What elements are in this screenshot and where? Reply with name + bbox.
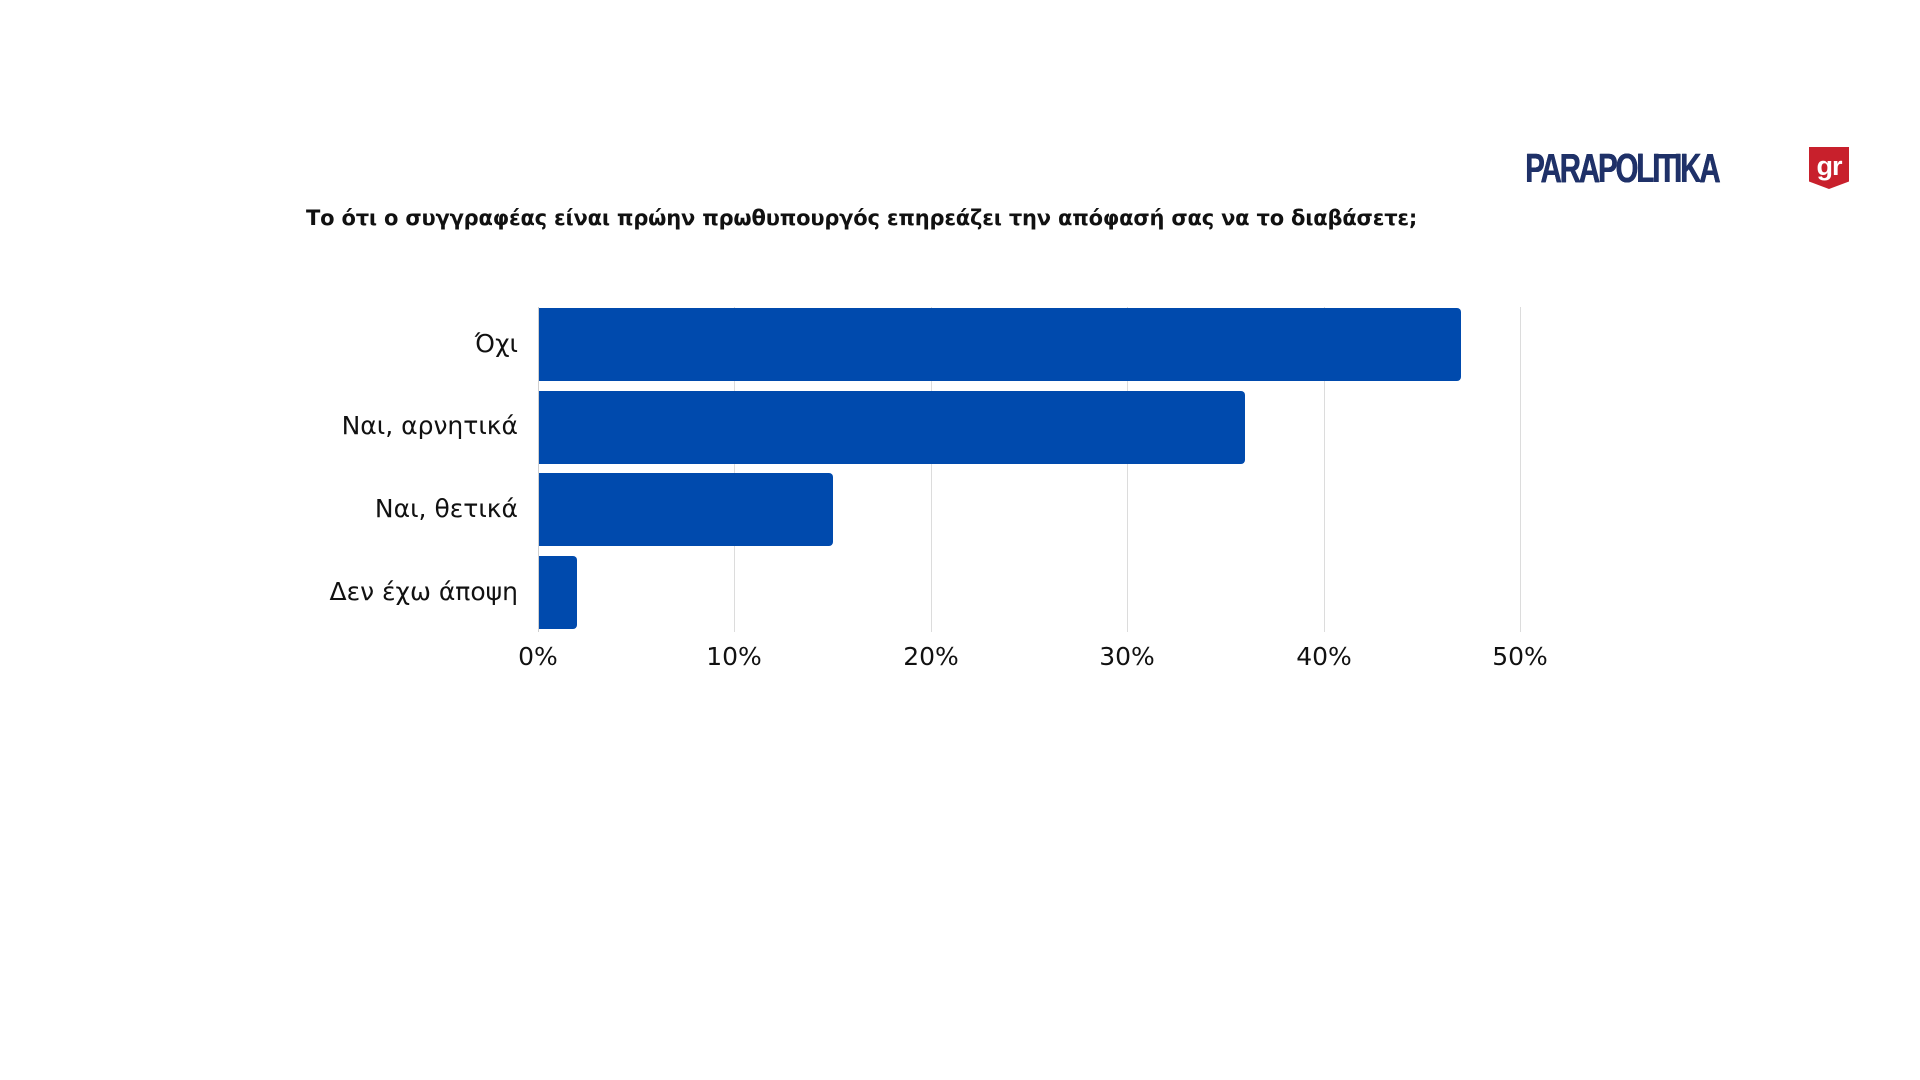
logo-wordmark: PARAPOLITIKA xyxy=(1525,145,1720,191)
x-tick-label: 0% xyxy=(518,642,558,671)
category-label: Ναι, θετικά xyxy=(374,494,518,523)
gridline-30 xyxy=(1127,307,1128,632)
x-tick-label: 50% xyxy=(1492,642,1548,671)
x-tick-label: 10% xyxy=(706,642,762,671)
logo-gr-badge: gr xyxy=(1809,147,1849,189)
chart-title: Το ότι ο συγγραφέας είναι πρώην πρωθυπου… xyxy=(306,206,1418,230)
bar-nai-arnitika xyxy=(539,391,1246,464)
parapolitika-logo: PARAPOLITIKA gr xyxy=(1525,146,1849,190)
gridline-50 xyxy=(1520,307,1521,632)
x-tick-label: 20% xyxy=(903,642,959,671)
category-label: Ναι, αρνητικά xyxy=(341,411,518,440)
gridline-20 xyxy=(931,307,932,632)
bar-nai-thetika xyxy=(539,473,833,546)
category-label: Όχι xyxy=(474,329,518,358)
x-tick-label: 30% xyxy=(1099,642,1155,671)
y-axis-line xyxy=(538,307,539,632)
gridline-10 xyxy=(734,307,735,632)
x-tick-label: 40% xyxy=(1296,642,1352,671)
bar-den-exo-apopsi xyxy=(539,556,578,629)
category-label: Δεν έχω άποψη xyxy=(329,577,518,606)
plot-area xyxy=(538,307,1521,632)
gridline-40 xyxy=(1324,307,1325,632)
bar-oxi xyxy=(539,308,1462,381)
